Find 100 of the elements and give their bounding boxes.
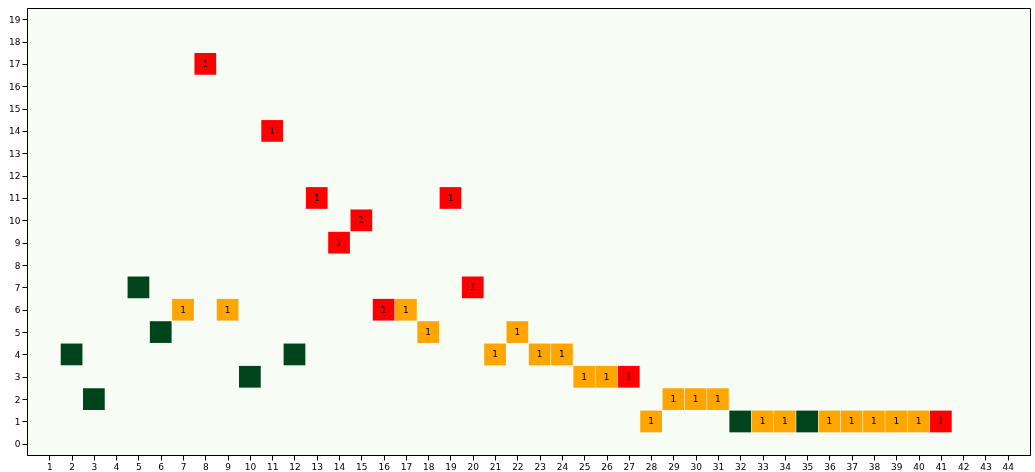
x-tick-label: 44	[1002, 461, 1015, 472]
annotation: 1	[581, 371, 588, 382]
x-tick-label: 41	[935, 461, 948, 472]
y-tick-label: 13	[9, 148, 21, 159]
y-tick-label: 5	[14, 327, 21, 338]
annotation: 1	[648, 416, 654, 427]
point	[617, 365, 640, 388]
point	[149, 321, 172, 343]
x-tick-label: 42	[957, 461, 970, 472]
y-tick-label: 7	[14, 282, 21, 293]
point	[506, 321, 529, 343]
point	[305, 187, 328, 209]
point	[350, 209, 373, 232]
x-tick-label: 5	[136, 461, 142, 472]
point	[840, 410, 863, 433]
point	[239, 365, 261, 388]
y-tick-label: 15	[9, 104, 21, 115]
point	[194, 53, 217, 75]
annotation: 1	[625, 371, 632, 382]
y-tick-label: 8	[14, 260, 21, 271]
x-tick-label: 8	[202, 461, 209, 472]
x-tick-label: 10	[244, 461, 257, 472]
annotation: 1	[715, 394, 721, 405]
x-tick-label: 38	[868, 461, 881, 472]
annotation: 1	[492, 349, 498, 360]
point	[216, 298, 239, 321]
annotation: 1	[514, 327, 521, 338]
x-tick-label: 31	[712, 461, 725, 472]
annotation: 1	[313, 192, 320, 203]
annotation: 1	[425, 327, 432, 338]
annotation: 1	[447, 192, 454, 203]
x-tick-label: 16	[378, 461, 391, 472]
annotation: 1	[336, 237, 342, 248]
point	[328, 231, 350, 254]
point	[83, 388, 105, 410]
x-tick-label: 29	[668, 461, 680, 472]
y-tick-label: 19	[9, 14, 21, 25]
annotation: 1	[180, 304, 186, 315]
annotation: 1	[670, 394, 677, 405]
x-tick-label: 22	[512, 461, 524, 472]
y-tick-label: 0	[14, 439, 21, 450]
point	[707, 388, 729, 410]
annotation: 1	[358, 215, 365, 226]
y-tick-label: 16	[9, 81, 21, 92]
point	[885, 410, 908, 433]
point	[172, 298, 194, 321]
point	[595, 365, 618, 388]
x-tick-label: 11	[266, 461, 279, 472]
x-tick-label: 19	[445, 461, 457, 472]
annotation: 1	[224, 304, 231, 315]
x-tick-label: 7	[180, 461, 187, 472]
y-tick-label: 4	[14, 349, 21, 360]
annotation: 1	[937, 416, 944, 427]
x-tick-label: 28	[645, 461, 658, 472]
y-tick-label: 10	[9, 215, 21, 226]
x-tick-label: 13	[311, 461, 323, 472]
annotation: 1	[871, 416, 877, 427]
x-tick-label: 17	[400, 461, 413, 472]
point	[573, 365, 596, 388]
x-tick-label: 18	[422, 461, 435, 472]
point	[484, 343, 506, 366]
x-tick-label: 40	[913, 461, 926, 472]
annotation: 1	[559, 349, 565, 360]
y-tick-label: 11	[9, 193, 21, 204]
x-tick-label: 14	[333, 461, 346, 472]
y-tick-label: 17	[9, 59, 21, 70]
x-tick-label: 23	[534, 461, 546, 472]
annotation: 1	[380, 304, 387, 315]
point	[729, 410, 752, 433]
point	[662, 388, 685, 410]
x-tick-label: 33	[757, 461, 769, 472]
x-tick-label: 35	[801, 461, 814, 472]
y-tick-label: 2	[14, 394, 21, 405]
annotation: 1	[826, 416, 833, 427]
x-tick-label: 25	[579, 461, 591, 472]
annotation: 1	[469, 282, 476, 293]
y-tick-label: 14	[9, 126, 21, 137]
x-tick-label: 43	[980, 461, 992, 472]
point	[773, 410, 796, 433]
x-tick-label: 24	[556, 461, 569, 472]
annotation: 1	[603, 371, 610, 382]
y-tick-label: 6	[14, 305, 21, 316]
point	[818, 410, 841, 433]
y-tick-label: 12	[9, 171, 21, 182]
x-tick-label: 21	[489, 461, 502, 472]
annotation: 1	[915, 416, 922, 427]
point	[439, 187, 462, 209]
point	[528, 343, 551, 366]
x-tick-label: 27	[623, 461, 636, 472]
y-tick-label: 1	[14, 416, 21, 427]
point	[395, 298, 417, 321]
x-tick-label: 32	[735, 461, 747, 472]
y-tick-label: 9	[14, 238, 21, 249]
x-tick-label: 3	[91, 461, 98, 472]
point	[127, 276, 150, 299]
annotation: 1	[759, 416, 766, 427]
x-tick-label: 20	[467, 461, 480, 472]
annotation: 1	[202, 58, 209, 69]
x-tick-label: 6	[158, 461, 165, 472]
annotation: 1	[536, 349, 543, 360]
